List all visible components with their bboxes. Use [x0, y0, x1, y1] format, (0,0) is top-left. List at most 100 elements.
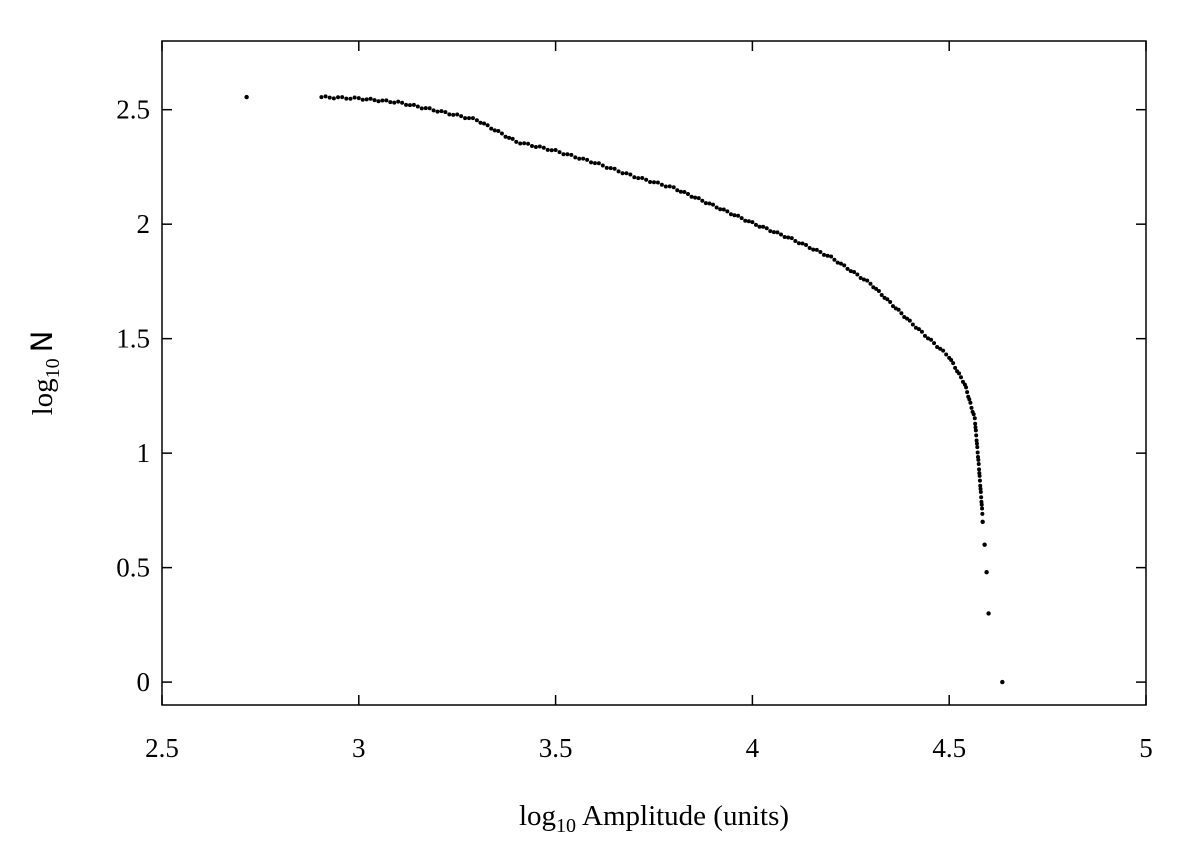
data-point: [340, 95, 345, 100]
data-point: [447, 112, 452, 117]
data-point: [929, 337, 934, 342]
data-point: [982, 542, 987, 547]
data-point: [507, 135, 512, 140]
data-point: [980, 506, 985, 511]
data-point: [529, 143, 534, 148]
data-point: [541, 145, 546, 150]
data-point: [972, 416, 977, 421]
data-point: [968, 400, 973, 405]
y-tick-label: 1: [137, 438, 151, 468]
data-point: [811, 247, 816, 252]
data-point: [659, 182, 664, 187]
data-point: [427, 106, 432, 111]
y-tick-label: 2: [137, 209, 151, 239]
data-point: [522, 141, 527, 146]
data-point: [569, 152, 574, 157]
data-point: [746, 219, 751, 224]
data-point: [360, 97, 365, 102]
data-point: [899, 311, 904, 316]
data-point: [938, 346, 943, 351]
data-point: [818, 250, 823, 255]
data-point: [973, 428, 978, 433]
data-point: [678, 189, 683, 194]
data-point: [526, 141, 531, 146]
data-point: [700, 198, 705, 203]
data-point: [980, 511, 985, 516]
data-point: [858, 275, 863, 280]
data-point: [976, 461, 981, 466]
data-point: [974, 438, 979, 443]
data-point: [951, 361, 956, 366]
data-point: [977, 467, 982, 472]
data-point: [743, 218, 748, 223]
data-point: [628, 172, 633, 177]
data-point: [732, 213, 737, 218]
data-point: [793, 239, 798, 244]
x-tick-label: 3: [352, 733, 366, 763]
data-point: [971, 412, 976, 417]
data-point: [750, 220, 755, 225]
data-point: [489, 126, 494, 131]
y-axis-label: log10 N: [25, 331, 64, 416]
data-point: [885, 297, 890, 302]
data-point: [905, 316, 910, 321]
data-point: [876, 288, 881, 293]
y-tick-label: 2.5: [116, 95, 150, 125]
data-point: [485, 123, 490, 128]
data-point: [986, 611, 991, 616]
data-point: [757, 224, 762, 229]
data-point: [852, 269, 857, 274]
data-point: [739, 216, 744, 221]
data-point: [888, 300, 893, 305]
data-point: [557, 150, 562, 155]
data-point: [553, 147, 558, 152]
data-point: [721, 207, 726, 212]
data-point: [800, 241, 805, 246]
data-point: [671, 185, 676, 190]
data-point: [518, 141, 523, 146]
data-point: [423, 106, 428, 111]
data-point: [728, 212, 733, 217]
data-point: [455, 112, 460, 117]
data-point: [935, 344, 940, 349]
data-point: [331, 96, 336, 101]
data-point: [977, 478, 982, 483]
data-point: [845, 266, 850, 271]
x-tick-label: 4.5: [932, 733, 966, 763]
data-point: [336, 95, 341, 100]
plot-frame: [161, 40, 1147, 706]
data-point: [620, 171, 625, 176]
data-point: [439, 109, 444, 114]
data-point: [589, 160, 594, 165]
data-point: [435, 109, 440, 114]
data-point: [711, 202, 716, 207]
data-point: [667, 184, 672, 189]
data-point: [451, 112, 456, 117]
data-point: [372, 98, 377, 103]
data-point: [640, 175, 645, 180]
data-point: [953, 365, 958, 370]
data-point: [865, 278, 870, 283]
data-point: [344, 96, 349, 101]
data-point: [663, 184, 668, 189]
data-point: [967, 397, 972, 402]
data-point: [459, 114, 464, 119]
data-point: [977, 473, 982, 478]
x-tick-label: 4: [746, 733, 760, 763]
data-point: [861, 277, 866, 282]
data-point: [323, 94, 328, 99]
data-point: [761, 224, 766, 229]
data-point: [352, 95, 357, 100]
data-point: [415, 104, 420, 109]
data-point: [368, 96, 373, 101]
data-point: [533, 144, 538, 149]
data-point: [829, 254, 834, 259]
data-point: [411, 102, 416, 107]
data-point: [482, 121, 487, 126]
data-point: [941, 348, 946, 353]
data-point: [907, 318, 912, 323]
data-point: [874, 286, 879, 291]
data-point: [944, 352, 949, 357]
data-point: [652, 180, 656, 185]
